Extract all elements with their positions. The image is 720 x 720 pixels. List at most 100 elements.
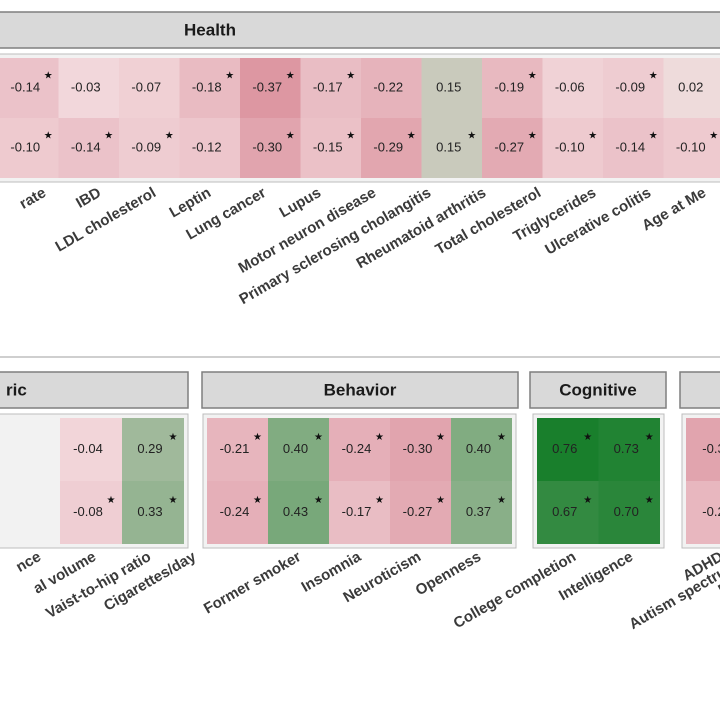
heatmap-cell xyxy=(451,481,512,544)
cell-value: -0.12 xyxy=(192,139,222,154)
cell-value: -0.14 xyxy=(615,139,645,154)
heatmap-cell xyxy=(686,481,720,544)
heatmap-cell xyxy=(58,58,119,118)
heatmap-cell xyxy=(119,58,180,118)
significance-star: ★ xyxy=(436,495,445,506)
cell-value: 0.67 xyxy=(552,504,577,519)
significance-star: ★ xyxy=(44,131,53,142)
heatmap-cell xyxy=(542,118,603,178)
heatmap-cell xyxy=(598,418,660,481)
cell-value: -0.18 xyxy=(192,79,222,94)
heatmap-cell xyxy=(361,58,422,118)
cell-value: -0.17 xyxy=(313,79,343,94)
heatmap-cell xyxy=(603,118,664,178)
x-tick-label: nce xyxy=(13,548,44,576)
heatmap-cell xyxy=(451,418,512,481)
cell-value: -0.10 xyxy=(555,139,585,154)
heatmap-cell xyxy=(421,58,482,118)
cell-value: -0.06 xyxy=(555,79,585,94)
heatmap-cell xyxy=(207,418,268,481)
significance-star: ★ xyxy=(645,495,654,506)
significance-star: ★ xyxy=(528,71,537,82)
heatmap-cell xyxy=(537,481,599,544)
cell-value: -0.10 xyxy=(676,139,706,154)
panel-header xyxy=(201,371,519,409)
cell-value: -0.30 xyxy=(403,441,433,456)
significance-star: ★ xyxy=(467,131,476,142)
cell-value: -0.3 xyxy=(702,441,720,456)
heatmap-cell xyxy=(329,418,390,481)
significance-star: ★ xyxy=(588,131,597,142)
panel-title: ric xyxy=(6,380,27,399)
panels: Health-0.14★-0.03 -0.07 -0.18★-0.37★-0.17★… xyxy=(0,11,720,633)
heatmap-cell xyxy=(122,418,184,481)
significance-star: ★ xyxy=(253,495,262,506)
heatmap-cell xyxy=(686,418,720,481)
heatmap-cell xyxy=(58,118,119,178)
cell-value: -0.09 xyxy=(131,139,161,154)
cell-value: -0.04 xyxy=(73,441,103,456)
cell-value: -0.15 xyxy=(313,139,343,154)
heatmap-cell xyxy=(482,118,543,178)
panel-header xyxy=(679,371,720,409)
cell-value: -0.22 xyxy=(373,79,403,94)
heatmap-cell xyxy=(119,118,180,178)
heatmap-cell xyxy=(390,418,451,481)
heatmap-cell xyxy=(60,418,122,481)
cell-value: 0.40 xyxy=(283,441,308,456)
significance-star: ★ xyxy=(375,432,384,443)
significance-star: ★ xyxy=(649,131,658,142)
cell-value: 0.70 xyxy=(614,504,639,519)
cell-value: -0.29 xyxy=(373,139,403,154)
significance-star: ★ xyxy=(314,432,323,443)
panel-header xyxy=(529,371,667,409)
significance-star: ★ xyxy=(497,432,506,443)
significance-star: ★ xyxy=(709,131,718,142)
cell-value: 0.15 xyxy=(436,79,461,94)
significance-star: ★ xyxy=(286,131,295,142)
significance-star: ★ xyxy=(104,131,113,142)
cell-value: -0.30 xyxy=(252,139,282,154)
cell-value: 0.29 xyxy=(137,441,162,456)
cell-value: -0.14 xyxy=(71,139,101,154)
cell-value: -0.10 xyxy=(10,139,40,154)
significance-star: ★ xyxy=(407,131,416,142)
significance-star: ★ xyxy=(649,71,658,82)
x-tick-label: IBD xyxy=(73,184,104,212)
panel-header xyxy=(0,371,189,409)
significance-star: ★ xyxy=(253,432,262,443)
heatmap-cell xyxy=(268,418,329,481)
cell-value: 0.43 xyxy=(283,504,308,519)
heatmap-cell xyxy=(300,58,361,118)
cell-value: -0.2 xyxy=(702,504,720,519)
cell-value: -0.24 xyxy=(342,441,372,456)
heatmap-cell xyxy=(240,58,301,118)
cell-value: 0.76 xyxy=(552,441,577,456)
cell-value: 0.02 xyxy=(678,79,703,94)
heatmap-cell xyxy=(300,118,361,178)
significance-star: ★ xyxy=(375,495,384,506)
x-tick-label: Openness xyxy=(413,548,484,599)
panel-title: Cognitive xyxy=(559,380,636,399)
cell-value: -0.08 xyxy=(73,504,103,519)
significance-star: ★ xyxy=(528,131,537,142)
cell-value: -0.37 xyxy=(252,79,282,94)
significance-star: ★ xyxy=(225,71,234,82)
heatmap-cell xyxy=(663,58,720,118)
heatmap-cell xyxy=(421,118,482,178)
significance-star: ★ xyxy=(169,432,178,443)
heatmap-cell xyxy=(329,481,390,544)
cell-value: 0.37 xyxy=(466,504,491,519)
cell-value: -0.24 xyxy=(220,504,250,519)
heatmap-cell xyxy=(361,118,422,178)
heatmap-cell xyxy=(537,418,599,481)
cell-value: -0.14 xyxy=(10,79,40,94)
heatmap-cell xyxy=(0,118,59,178)
heatmap-cell xyxy=(60,481,122,544)
significance-star: ★ xyxy=(169,495,178,506)
heatmap-cell xyxy=(482,58,543,118)
panel-header xyxy=(0,11,720,49)
significance-star: ★ xyxy=(314,495,323,506)
cell-value: 0.33 xyxy=(137,504,162,519)
